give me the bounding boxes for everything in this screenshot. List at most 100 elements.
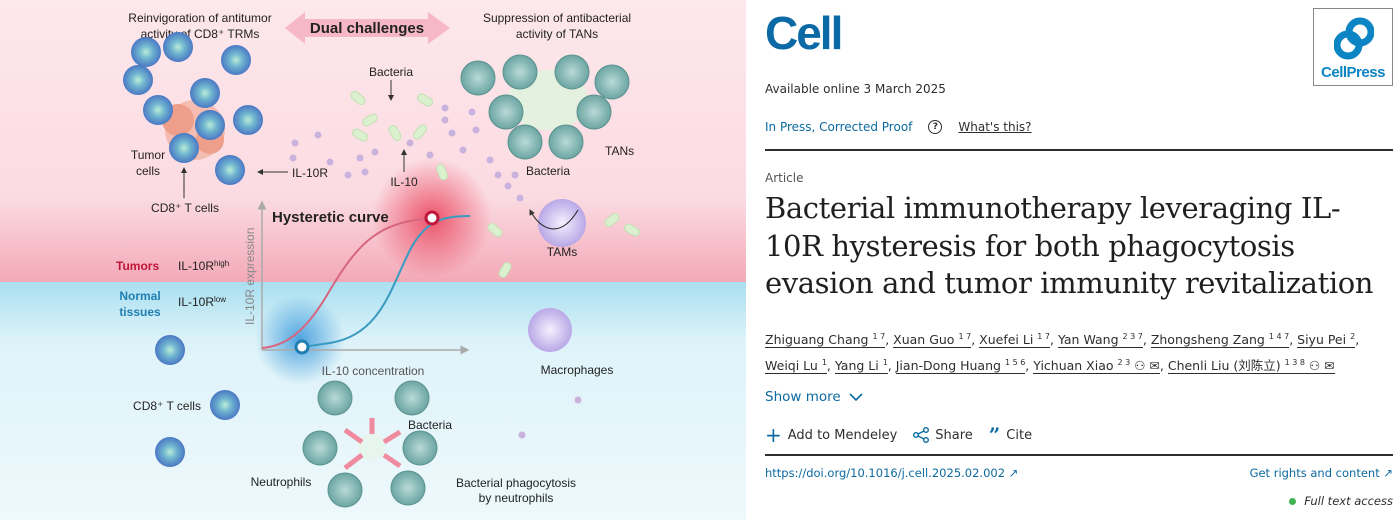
show-more-button[interactable]: Show more (765, 389, 863, 405)
neutrophil-cell (576, 94, 612, 130)
neutrophil-cell (390, 470, 426, 506)
label-macrophages: Macrophages (541, 363, 614, 377)
il10-dot (459, 146, 467, 154)
left-heading: Reinvigoration of antitumor (128, 11, 271, 25)
il10-dot (426, 151, 434, 159)
neutrophil-cell (594, 64, 630, 100)
external-link-icon: ↗ (1383, 466, 1393, 480)
right-heading: Suppression of antibacterial (483, 11, 631, 25)
label-il10r: IL-10R (292, 166, 328, 180)
bacterium (498, 262, 512, 278)
x-axis-label: IL-10 concentration (322, 364, 425, 378)
bacterium (436, 163, 448, 181)
right-heading-2: activity of TANs (516, 27, 598, 41)
cell-journal-logo[interactable]: Cell (765, 7, 843, 59)
affiliation: 2 3 7 (1122, 332, 1143, 341)
author-link[interactable]: Siyu Pei 2, (1297, 332, 1360, 349)
author-name-text: Chenli Liu (刘陈立) (1167, 357, 1281, 373)
author-name-text: Zhiguang Chang (765, 332, 869, 348)
low-point (294, 339, 310, 355)
author-name[interactable]: Yichuan Xiao 2 3 ⚇ ✉ (1033, 358, 1160, 374)
rights-text: Get rights and content (1249, 466, 1380, 480)
neutrophil-cell (394, 380, 430, 416)
affiliation: 1 (882, 357, 888, 367)
author-link[interactable]: Jian-Dong Huang 1 5 6, (895, 357, 1034, 374)
il10-molecules (289, 104, 582, 439)
author-link[interactable]: Zhongsheng Zang 1 4 7, (1150, 332, 1298, 349)
label-bacteria-tans: Bacteria (526, 164, 570, 178)
author-link[interactable]: Zhiguang Chang 1 7, (765, 332, 894, 349)
author-link[interactable]: Xuan Guo 1 7, (893, 332, 980, 349)
label-tans: TANs (605, 144, 634, 158)
affiliation: 1 7 (1037, 332, 1051, 341)
author-name-text: Yang Li (834, 357, 879, 373)
bacterium (624, 223, 640, 237)
cite-button[interactable]: ” Cite (989, 425, 1032, 445)
t-cell (163, 32, 193, 62)
neutrophil-cell (507, 124, 543, 160)
label-phagocytosis: Bacterial phagocytosis (456, 476, 576, 490)
author-name-text: Zhongsheng Zang (1150, 332, 1265, 348)
il10-dot (344, 171, 352, 179)
affiliation: 2 (1350, 332, 1356, 341)
author-name-text: Xuan Guo (893, 332, 955, 348)
question-circle-icon[interactable]: ? (928, 120, 943, 134)
author-name[interactable]: Jian-Dong Huang 1 5 6 (895, 358, 1026, 374)
author-link[interactable]: Chenli Liu (刘陈立) 1 3 8 ⚇ ✉ (1167, 357, 1335, 374)
bacteria (350, 90, 640, 278)
chevron-down-icon (849, 393, 863, 402)
share-button[interactable]: Share (913, 427, 973, 443)
author-name-text: Xuefei Li (979, 332, 1034, 348)
author-name[interactable]: Xuefei Li 1 7 (979, 332, 1051, 349)
t-cell (123, 65, 153, 95)
il10-dot (314, 131, 322, 139)
high-point (424, 210, 440, 226)
add-to-mendeley-button[interactable]: + Add to Mendeley (765, 425, 897, 445)
author-link[interactable]: Yang Li 1, (834, 357, 896, 374)
il10-dot (511, 171, 519, 179)
person-email-icon[interactable]: ⚇ ✉ (1130, 357, 1160, 373)
label-normal: Normal (119, 289, 160, 303)
author-name[interactable]: Siyu Pei 2 (1297, 332, 1356, 349)
author-name[interactable]: Xuan Guo 1 7 (893, 332, 972, 349)
affiliation: 1 7 (958, 332, 972, 341)
author-link[interactable]: Weiqi Lu 1, (765, 357, 835, 374)
il10-dot (468, 108, 476, 116)
label-bacteria: Bacteria (369, 65, 413, 79)
author-name-text: Yan Wang (1057, 332, 1119, 348)
il10-dot (486, 156, 494, 164)
il10-dot (371, 148, 379, 156)
author-name[interactable]: Chenli Liu (刘陈立) 1 3 8 ⚇ ✉ (1167, 357, 1335, 374)
red-curve (261, 217, 433, 349)
il10-dot (291, 139, 299, 147)
author-name[interactable]: Yang Li 1 (834, 357, 888, 374)
author-name[interactable]: Yan Wang 2 3 7 (1057, 332, 1143, 349)
available-online: Available online 3 March 2025 (765, 82, 946, 96)
hysteresis-plot (257, 200, 471, 355)
author-name[interactable]: Zhiguang Chang 1 7 (765, 332, 886, 349)
person-email-icon[interactable]: ⚇ ✉ (1304, 357, 1335, 373)
cellpress-text: CellPress (1321, 64, 1385, 81)
whats-this-link[interactable]: What's this? (958, 120, 1032, 134)
author-link[interactable]: Yichuan Xiao 2 3 ⚇ ✉, (1033, 357, 1168, 374)
t-cell (169, 133, 199, 163)
t-cell (155, 335, 185, 365)
t-cell (143, 95, 173, 125)
t-cell (210, 390, 240, 420)
author-name[interactable]: Zhongsheng Zang 1 4 7 (1150, 332, 1290, 349)
t-cell (131, 37, 161, 67)
author-link[interactable]: Yan Wang 2 3 7, (1057, 332, 1151, 349)
bacterium (487, 222, 503, 238)
rights-link[interactable]: Get rights and content ↗ (1250, 466, 1393, 480)
il10-dot (406, 139, 414, 147)
divider (765, 149, 1393, 151)
il10-dot (356, 154, 364, 162)
il10-dot (574, 396, 582, 404)
il10-dot (504, 182, 512, 190)
cellpress-mark-icon (1334, 17, 1374, 60)
doi-link[interactable]: https://doi.org/10.1016/j.cell.2025.02.0… (765, 466, 1018, 480)
cellpress-logo[interactable]: CellPress (1313, 8, 1393, 86)
author-name[interactable]: Weiqi Lu 1 (765, 358, 827, 374)
author-link[interactable]: Xuefei Li 1 7, (979, 332, 1058, 349)
bacterium (417, 93, 433, 107)
